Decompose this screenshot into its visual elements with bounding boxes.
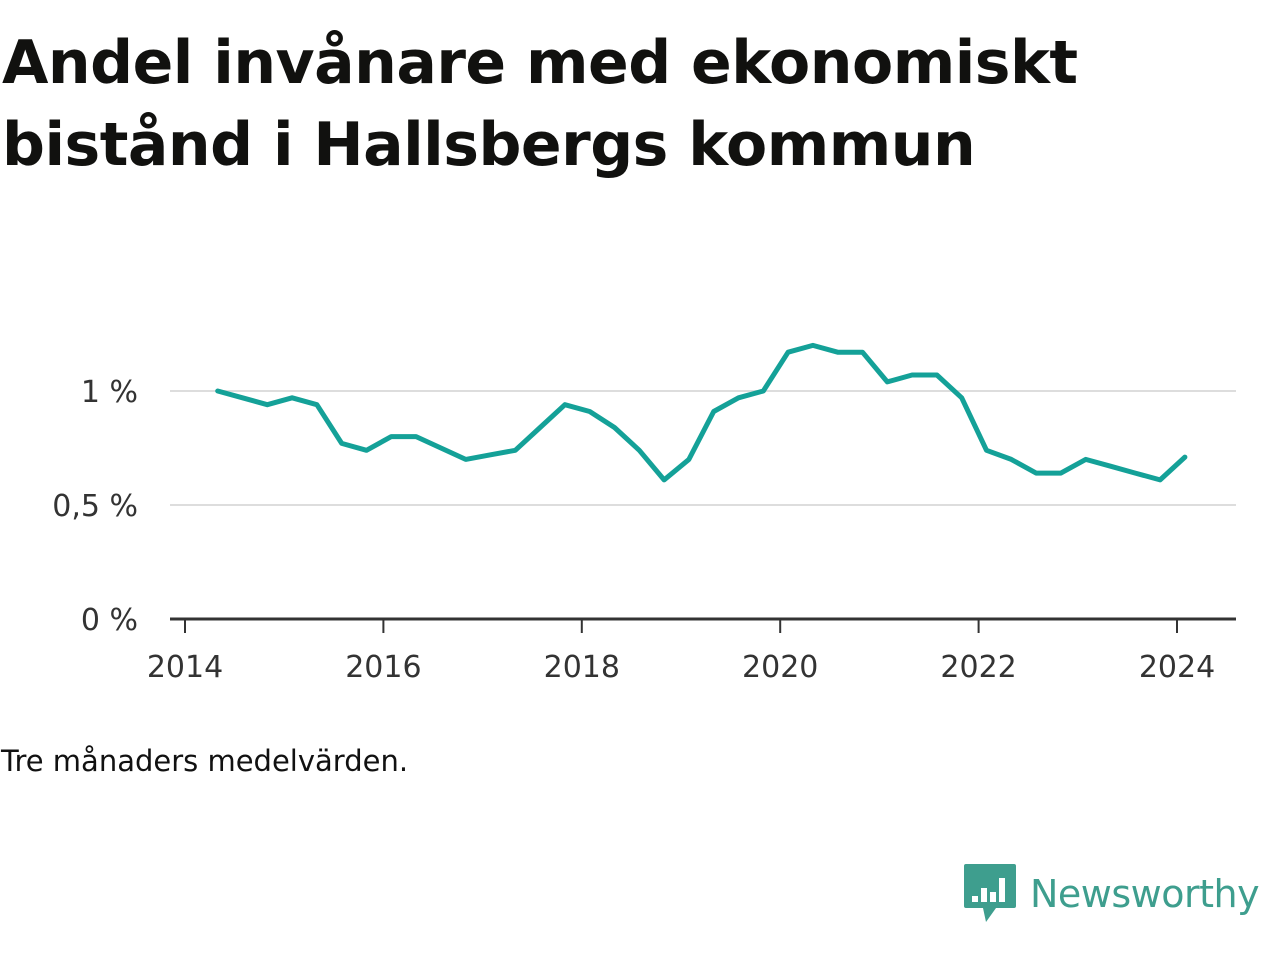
brand-logo: Newsworthy bbox=[962, 862, 1260, 926]
gridlines bbox=[170, 390, 1236, 506]
x-tick-label: 2014 bbox=[147, 650, 223, 685]
x-tick-label: 2022 bbox=[940, 650, 1016, 685]
y-tick-label: 0,5 % bbox=[52, 489, 138, 524]
chart-footnote: Tre månaders medelvärden. bbox=[1, 744, 409, 778]
series-line-ekonomiskt-bistand bbox=[215, 342, 1188, 483]
x-tick-label: 2018 bbox=[544, 650, 620, 685]
y-tick-label: 1 % bbox=[81, 375, 138, 410]
brand-name: Newsworthy bbox=[1030, 872, 1260, 916]
y-tick-label: 0 % bbox=[81, 603, 138, 638]
y-axis-tick-labels: 0 % 0,5 % 1 % bbox=[52, 375, 138, 638]
newsworthy-logo-icon bbox=[964, 864, 1016, 922]
x-tick-label: 2024 bbox=[1139, 650, 1215, 685]
x-tick-label: 2020 bbox=[742, 650, 818, 685]
x-tick-label: 2016 bbox=[345, 650, 421, 685]
x-axis-ticks: 2014 2016 2018 2020 2022 2024 bbox=[147, 619, 1215, 685]
chart-title: Andel invånare med ekonomiskt bistånd i … bbox=[2, 28, 1078, 180]
